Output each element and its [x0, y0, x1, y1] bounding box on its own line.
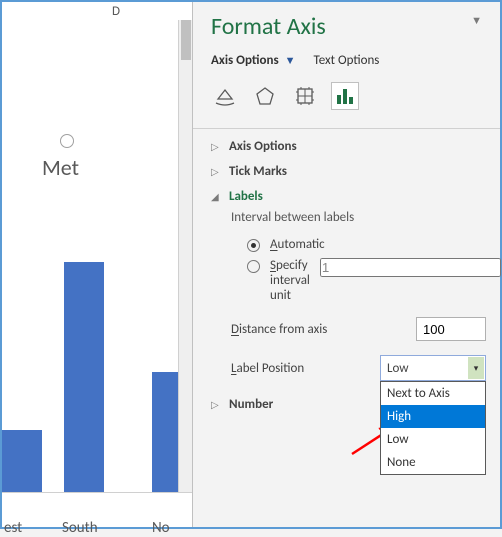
format-axis-panel: Format Axis ▼ Axis Options ▼ Text Option… — [192, 2, 500, 527]
section-label: Number — [229, 397, 273, 412]
axis-line — [2, 492, 192, 493]
distance-label: Distance from axis — [231, 322, 416, 337]
interval-subtitle: Interval between labels — [231, 210, 486, 225]
label-position-dropdown[interactable]: Low ▾ Next to Axis High Low None — [380, 355, 486, 381]
dropdown-option[interactable]: None — [381, 451, 485, 474]
panel-title: Format Axis — [211, 12, 486, 41]
section-label: Tick Marks — [229, 164, 287, 179]
section-axis-options[interactable]: ▷ Axis Options — [211, 139, 486, 154]
divider — [193, 128, 500, 129]
bar[interactable] — [2, 430, 42, 492]
dropdown-list: Next to Axis High Low None — [380, 381, 486, 475]
distance-row: Distance from axis — [231, 317, 486, 341]
expand-icon: ▷ — [211, 140, 221, 153]
specify-interval-input[interactable] — [320, 258, 501, 277]
size-properties-icon[interactable] — [291, 82, 319, 110]
expand-icon: ▷ — [211, 165, 221, 178]
icon-row — [211, 82, 486, 110]
chart-title-handle[interactable] — [60, 134, 74, 148]
axis-label: South — [62, 519, 98, 537]
label-position-label: Label Position — [231, 361, 380, 376]
label-position-row: Label Position Low ▾ Next to Axis High L… — [231, 355, 486, 381]
radio-specify-label: Specify intervalunit — [270, 258, 310, 303]
expand-icon: ▷ — [211, 398, 221, 411]
chevron-down-icon[interactable]: ▼ — [285, 54, 296, 67]
section-label: Axis Options — [229, 139, 297, 154]
column-letter: D — [112, 4, 120, 19]
radio-automatic[interactable] — [247, 239, 260, 252]
section-label: Labels — [229, 189, 263, 204]
radio-specify[interactable] — [247, 260, 260, 273]
dropdown-button-icon[interactable]: ▾ — [468, 357, 484, 379]
dropdown-option[interactable]: High — [381, 405, 485, 428]
dropdown-option[interactable]: Low — [381, 428, 485, 451]
tab-text-options[interactable]: Text Options — [314, 53, 380, 68]
dropdown-option[interactable]: Next to Axis — [381, 382, 485, 405]
collapse-panel-icon[interactable]: ▼ — [471, 14, 482, 27]
radio-specify-row[interactable]: Specify intervalunit — [247, 258, 486, 303]
effects-icon[interactable] — [251, 82, 279, 110]
radio-automatic-label: Automatic — [270, 237, 325, 252]
distance-input[interactable] — [416, 317, 486, 341]
chart-title[interactable]: Met — [42, 154, 79, 181]
bar[interactable] — [64, 262, 104, 492]
options-tabs: Axis Options ▼ Text Options — [211, 53, 486, 68]
section-tick-marks[interactable]: ▷ Tick Marks — [211, 164, 486, 179]
collapse-icon: ◢ — [211, 190, 221, 203]
section-labels[interactable]: ◢ Labels — [211, 189, 486, 204]
axis-label: est — [4, 519, 22, 537]
radio-automatic-row[interactable]: Automatic — [247, 237, 486, 252]
vertical-scrollbar[interactable] — [178, 20, 192, 492]
labels-body: Interval between labels Automatic Specif… — [211, 210, 486, 381]
chart-bars — [2, 192, 192, 492]
fill-line-icon[interactable] — [211, 82, 239, 110]
tab-axis-options[interactable]: Axis Options — [211, 53, 279, 68]
axis-options-icon[interactable] — [331, 82, 359, 110]
dropdown-box[interactable]: Low ▾ — [380, 355, 486, 381]
dropdown-value: Low — [387, 361, 409, 376]
axis-label: No — [152, 519, 170, 537]
chart-area: D Met est South No — [2, 2, 192, 527]
